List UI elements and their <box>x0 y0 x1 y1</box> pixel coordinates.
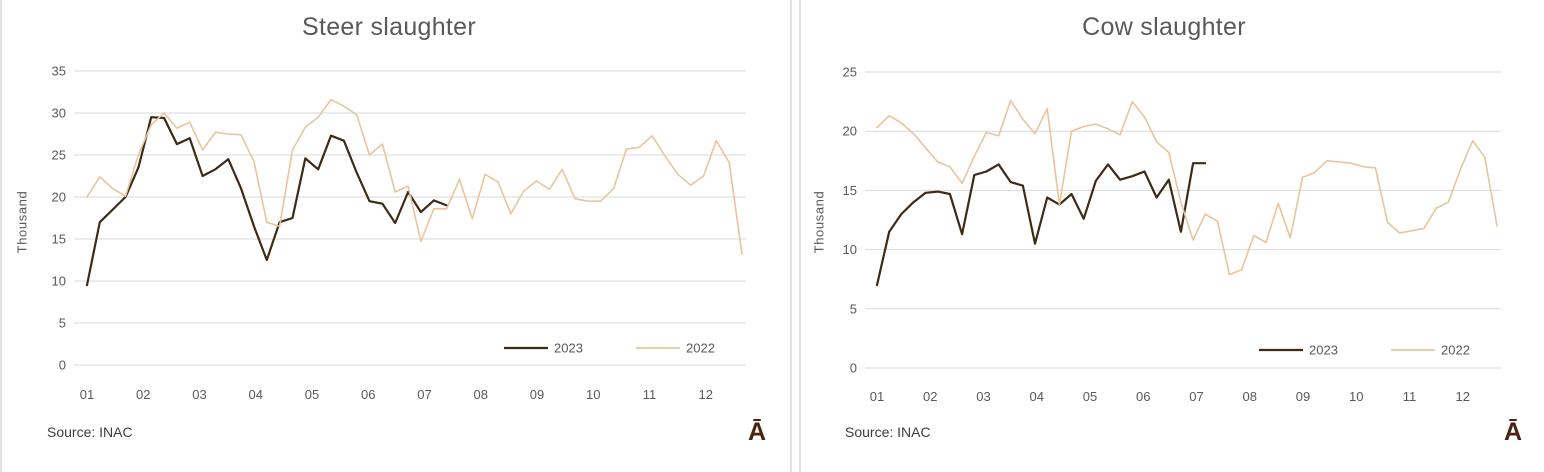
x-tick-label: 05 <box>305 387 319 402</box>
x-tick-label: 03 <box>976 389 990 404</box>
source-note: Source: INAC <box>47 424 133 440</box>
x-tick-label: 01 <box>870 389 884 404</box>
x-tick-label: 05 <box>1083 389 1097 404</box>
y-tick-label: 15 <box>843 183 857 198</box>
series-line-2022 <box>86 98 743 255</box>
y-tick-label: 20 <box>843 124 857 139</box>
legend-label-2023: 2023 <box>554 341 583 356</box>
y-tick-label: 5 <box>850 301 857 316</box>
chart-title: Steer slaughter <box>301 13 477 41</box>
x-tick-label: 12 <box>1455 389 1469 404</box>
x-tick-label: 06 <box>1136 389 1150 404</box>
x-tick-label: 02 <box>136 387 150 402</box>
legend-label-2023: 2023 <box>1309 343 1338 358</box>
watermark-logo: Ā <box>748 418 767 446</box>
watermark-logo: Ā <box>1504 418 1523 446</box>
x-tick-label: 07 <box>417 387 431 402</box>
y-tick-label: 30 <box>52 106 66 121</box>
x-tick-label: 06 <box>361 387 375 402</box>
x-tick-label: 04 <box>249 387 263 402</box>
y-tick-label: 35 <box>52 64 66 79</box>
y-tick-label: 20 <box>52 190 66 205</box>
y-axis-label: Thousand <box>811 190 827 254</box>
x-tick-label: 01 <box>80 387 94 402</box>
y-tick-label: 25 <box>843 65 857 80</box>
x-tick-label: 02 <box>923 389 937 404</box>
legend-label-2022: 2022 <box>686 341 715 356</box>
x-tick-label: 11 <box>643 387 657 402</box>
y-tick-label: 15 <box>52 232 66 247</box>
x-tick-label: 08 <box>1242 389 1256 404</box>
series-line-2023 <box>85 116 448 287</box>
steer-slaughter-panel: 0 5 10 15 20 25 30 35 01 02 03 04 05 06 07 08 09 10 11 12 20… <box>0 0 792 472</box>
y-tick-label: 10 <box>843 242 857 257</box>
x-tick-label: 11 <box>1403 389 1417 404</box>
chart-title: Cow slaughter <box>1082 13 1246 41</box>
x-tick-label: 03 <box>192 387 206 402</box>
y-tick-label: 0 <box>850 361 857 376</box>
series-line-2022 <box>876 99 1498 276</box>
y-tick-label: 0 <box>59 358 66 373</box>
x-tick-label: 08 <box>474 387 488 402</box>
source-note: Source: INAC <box>845 424 931 440</box>
y-tick-label: 25 <box>52 148 66 163</box>
legend-label-2022: 2022 <box>1441 343 1470 358</box>
x-tick-label: 09 <box>530 387 544 402</box>
x-tick-label: 09 <box>1296 389 1310 404</box>
x-tick-label: 10 <box>1349 389 1363 404</box>
x-tick-label: 12 <box>699 387 713 402</box>
x-tick-label: 04 <box>1030 389 1044 404</box>
x-tick-label: 07 <box>1189 389 1203 404</box>
cow-slaughter-panel: 0 5 10 15 20 25 01 02 03 04 05 06 07 08 09 10 11 12 2023 20… <box>799 0 1544 472</box>
y-axis-label: Thousand <box>14 190 30 254</box>
y-tick-label: 10 <box>52 274 66 289</box>
y-tick-label: 5 <box>59 316 66 331</box>
x-tick-label: 10 <box>586 387 600 402</box>
series-line-2023 <box>875 162 1207 287</box>
